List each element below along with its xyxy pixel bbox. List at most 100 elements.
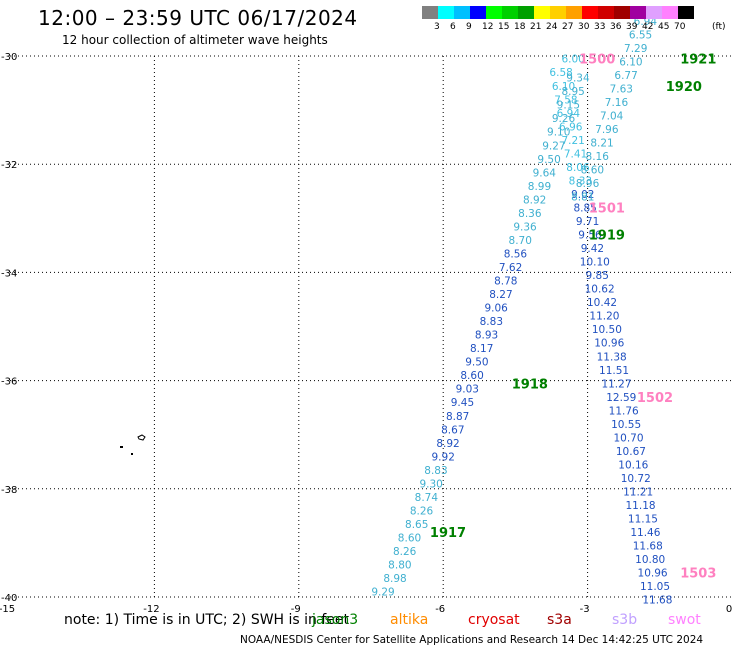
data-label-1919: 9.15 [557,100,580,112]
axis-labels: -15 -12 -9 -6 -3 0-30-32-34-36-38-40 [0,52,732,615]
pass-label: 1919 [589,229,625,244]
data-label-1918: 8.78 [494,276,517,288]
data-label-1920: 8.81 [571,192,594,204]
data-label-1501: 11.20 [589,311,619,323]
data-label-1918: 8.83 [480,316,503,328]
data-label-1919: 9.26 [552,113,576,125]
data-label-1501: 10.42 [587,297,617,309]
data-label-1919: 8.95 [561,86,584,98]
data-label-1917: 8.26 [393,546,417,558]
data-label-1920: 7.16 [605,97,629,109]
data-label-1502: 11.68 [642,595,672,607]
footer-credit: NOAA/NESDIS Center for Satellite Applica… [240,634,704,646]
x-tick-label: -15 [0,604,15,615]
data-label-1920: 7.63 [610,83,633,95]
x-tick-label: 0 [726,604,732,615]
color-swatch [502,6,518,19]
data-label-1502: 10.96 [638,568,668,580]
data-label-1500: 7.58 [554,94,577,106]
pass-label: 1918 [512,377,548,392]
color-scale-swatches [422,6,694,19]
data-label-1919: 9.36 [513,221,537,233]
satellite-jason3: jason3 [312,612,359,628]
data-label-1920: 7.04 [600,111,624,123]
x-tick-label: -6 [435,604,445,615]
color-swatch [582,6,598,19]
satellite-swot: swot [668,612,701,628]
satellite-s3a: s3a [547,612,572,628]
color-swatch [614,6,630,19]
satellite-cryosat: cryosat [468,612,520,628]
data-label-1502: 10.70 [613,432,643,444]
color-scale-unit: (ft) [712,22,726,32]
data-label-1501: 9.56 [578,230,602,242]
data-label-1501: 10.62 [585,284,615,296]
color-scale-tick: 27 [562,22,574,32]
footer-note: note: 1) Time is in UTC; 2) SWH is in fe… [64,612,350,628]
color-swatch [550,6,566,19]
island-outline [120,434,146,455]
y-tick-label: -34 [1,268,17,279]
data-label-1500: 6.96 [559,121,583,133]
pass-label: 1920 [666,80,702,95]
data-label-1501: 9.71 [576,216,599,228]
x-tick-label: -9 [291,604,301,615]
x-tick-label: -3 [580,604,590,615]
data-label-1921: 7.29 [624,43,647,55]
data-label-1500: 6.58 [549,67,572,79]
data-label-1919: 8.36 [518,208,542,220]
data-label-1918: 8.93 [475,330,498,342]
data-label-1502: 10.67 [616,446,646,458]
data-label-1920: 6.77 [614,70,637,82]
data-label-1917: 8.65 [405,519,428,531]
color-scale-tick: 36 [610,22,622,32]
data-label-1917: 9.30 [419,478,442,490]
data-label-1502: 10.55 [611,419,641,431]
data-label-1918: 9.45 [451,397,474,409]
data-label-1918: 9.92 [432,451,455,463]
satellite-s3b: s3b [612,612,638,628]
data-label-1919: 8.92 [523,194,546,206]
color-scale-tick: 33 [594,22,606,32]
data-label-1919: 9.27 [542,140,565,152]
color-swatch [422,6,438,19]
data-label-1502: 10.72 [621,473,651,485]
data-label-1500: 6.00 [561,54,584,66]
color-scale-tick: 3 [434,22,440,32]
chart-subtitle: 12 hour collection of altimeter wave hei… [62,33,328,47]
data-label-1918: 8.17 [470,343,493,355]
data-label-1917: 8.74 [415,492,439,504]
data-label-1918: 8.67 [441,424,464,436]
color-scale-tick: 39 [626,22,638,32]
y-tick-label: -40 [1,593,17,604]
data-label-1500: 8.06 [566,162,590,174]
data-label-1917: 8.80 [388,560,411,572]
x-tick-label: -12 [143,604,159,615]
data-label-1501: 9.02 [571,189,594,201]
color-swatch [518,6,534,19]
data-label-1919: 9.34 [566,73,590,85]
data-label-1918: 8.56 [504,248,528,260]
color-scale-tick: 70 [674,22,686,32]
data-label-1500: 7.21 [561,135,584,147]
data-label-1501: 8.85 [573,202,596,214]
data-label-1501: 11.27 [601,378,631,390]
pass-labels: 1500 1501 1502 1503 1917 1918 1919 1920 1921 [430,53,716,582]
color-scale-tick: 45 [658,22,670,32]
data-label-1502: 11.21 [623,487,653,499]
data-label-1502: 11.46 [630,527,660,539]
color-scale-tick: 6 [450,22,456,32]
pass-label: 1503 [680,567,716,582]
data-label-1918: 9.50 [465,357,488,369]
color-swatch [646,6,662,19]
data-label-1920: 7.96 [595,124,619,136]
color-scale-tick: 30 [578,22,590,32]
color-scale-tick: 9 [466,22,472,32]
data-label-1919: 8.99 [528,181,551,193]
data-label-1919: 9.10 [547,127,570,139]
color-scale: 3 6 9 12 15 18 21 24 27 30 33 36 39 42 45 70 (ft) [422,6,726,32]
data-label-1917: 8.26 [410,505,434,517]
data-label-1502: 11.05 [640,581,670,593]
data-label-1918: 8.92 [436,438,459,450]
